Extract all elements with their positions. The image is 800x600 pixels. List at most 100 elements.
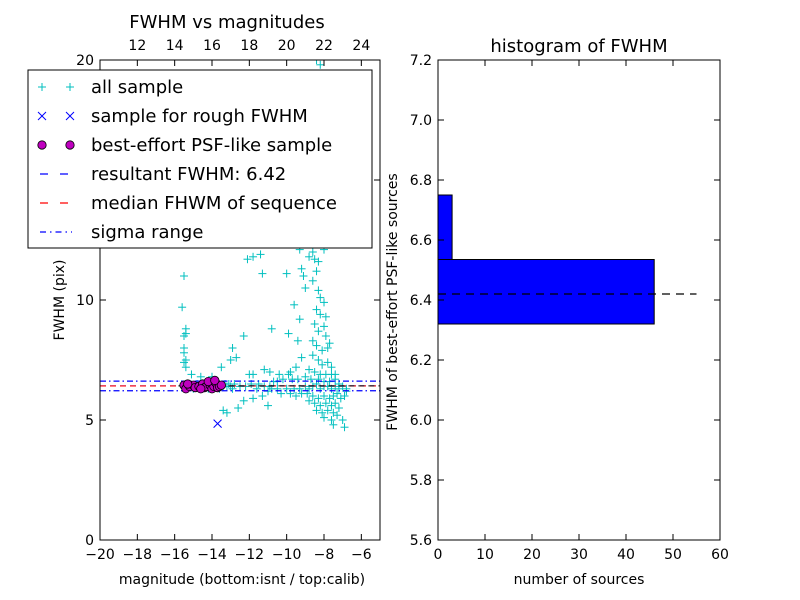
- all-sample-point: [312, 341, 321, 350]
- all-sample-point: [243, 255, 252, 264]
- left-ytick-label: 10: [76, 293, 94, 309]
- right-ytick-label: 6.0: [410, 413, 432, 429]
- all-sample-point: [316, 310, 325, 319]
- all-sample-point: [258, 392, 267, 400]
- all-sample-point: [275, 370, 284, 379]
- all-sample-point: [308, 248, 317, 256]
- all-sample-point: [249, 394, 258, 403]
- all-sample-point: [181, 363, 190, 372]
- legend-label: sample for rough FWHM: [91, 106, 308, 127]
- all-sample-point: [234, 404, 243, 412]
- right-xtick-label: 30: [570, 547, 588, 563]
- right-histogram-panel: 0 10 20 30 40 50 60 5.6 5.8 6.0 6.2 6.4 6.6 6.8 7.0 7.2…: [385, 36, 729, 588]
- right-xtick-label: 40: [617, 547, 635, 563]
- all-sample-point: [338, 416, 347, 424]
- right-ytick-label: 5.8: [410, 473, 432, 489]
- all-sample-point: [342, 384, 351, 393]
- all-sample-point: [314, 356, 323, 364]
- all-sample-point: [297, 389, 306, 398]
- all-sample-point: [258, 269, 267, 278]
- left-top-xtick-label: 22: [315, 38, 333, 54]
- all-sample-point: [293, 375, 302, 384]
- all-sample-point: [180, 348, 188, 357]
- all-sample-point: [314, 257, 323, 266]
- all-sample-point: [178, 303, 187, 312]
- all-sample-point: [340, 392, 349, 400]
- right-x-axis-label: number of sources: [514, 572, 645, 588]
- all-sample-point: [316, 60, 325, 69]
- all-sample-point: [267, 324, 276, 333]
- all-sample-point: [308, 392, 317, 400]
- all-sample-point: [310, 320, 319, 328]
- left-x-axis-label: magnitude (bottom:isnt / top:calib): [119, 572, 365, 588]
- all-sample-point: [312, 60, 321, 64]
- all-sample-point: [331, 375, 340, 384]
- legend-x-marker-b: [65, 111, 75, 121]
- all-sample-point: [321, 332, 330, 340]
- legend-label: all sample: [91, 77, 183, 98]
- left-xtick-label: −6: [351, 547, 372, 563]
- left-top-xtick-label: 18: [240, 38, 258, 54]
- left-chart-title: FWHM vs magnitudes: [129, 12, 324, 33]
- psf-sample-point: [196, 384, 206, 394]
- all-sample-point: [310, 399, 319, 408]
- all-sample-point: [239, 396, 248, 405]
- all-sample-point: [226, 356, 235, 364]
- all-sample-point: [252, 384, 261, 393]
- all-sample-point: [323, 344, 332, 352]
- legend-x-marker-b: [37, 111, 47, 121]
- all-sample-point: [306, 375, 315, 384]
- right-xtick-label: 60: [711, 547, 729, 563]
- all-sample-point: [312, 305, 321, 314]
- left-top-xtick-label: 16: [203, 38, 221, 54]
- all-sample-point: [340, 423, 349, 432]
- right-ytick-label: 7.2: [410, 53, 432, 69]
- left-ytick-label: 20: [76, 53, 94, 69]
- all-sample-point: [305, 252, 314, 261]
- left-top-xtick-label: 12: [128, 38, 146, 54]
- all-sample-point: [308, 351, 317, 360]
- all-sample-point: [232, 353, 241, 362]
- right-ytick-label: 7.0: [410, 113, 432, 129]
- all-sample-point: [284, 370, 293, 379]
- all-sample-point: [320, 298, 328, 307]
- right-ytick-label: 6.2: [410, 353, 432, 369]
- right-ytick-label: 6.4: [410, 293, 432, 309]
- all-sample-point: [290, 300, 299, 309]
- left-xtick-label: −12: [235, 547, 265, 563]
- rough-fwhm-point-b: [213, 419, 222, 428]
- all-sample-point: [312, 267, 321, 276]
- all-sample-point: [316, 401, 325, 410]
- all-sample-point: [316, 293, 325, 302]
- all-sample-point: [217, 363, 226, 372]
- legend-item: sample for rough FWHM: [37, 106, 308, 127]
- all-sample-point: [181, 329, 190, 338]
- all-sample-point: [310, 368, 319, 376]
- right-y-axis-label: FWHM of best-effort PSF-like sources: [385, 173, 401, 430]
- all-sample-point: [323, 358, 332, 367]
- right-xtick-label: 50: [664, 547, 682, 563]
- all-sample-point: [320, 322, 328, 331]
- all-sample-point: [222, 408, 231, 417]
- all-sample-point: [228, 344, 237, 352]
- all-sample-point: [321, 312, 330, 321]
- legend-label: resultant FWHM: 6.42: [91, 164, 286, 185]
- all-sample-point: [314, 327, 323, 336]
- all-sample-point: [239, 332, 248, 340]
- rough-fwhm-point: [213, 419, 222, 428]
- legend-circle-marker: [37, 140, 47, 150]
- all-sample-point: [320, 413, 328, 422]
- legend: all sample sample for rough FWHM best-effo…: [27, 69, 373, 249]
- all-sample-point: [260, 365, 269, 374]
- all-sample-point: [314, 286, 323, 295]
- all-sample-point: [305, 365, 314, 374]
- right-chart-title: histogram of FWHM: [490, 36, 667, 57]
- all-sample-point: [318, 346, 327, 355]
- all-sample-point: [180, 358, 188, 367]
- all-sample-point: [293, 336, 302, 345]
- legend-label: median FHWM of sequence: [91, 193, 337, 214]
- all-sample-point: [308, 276, 317, 285]
- left-ytick-label: 5: [85, 413, 94, 429]
- histogram-bar: [437, 194, 453, 260]
